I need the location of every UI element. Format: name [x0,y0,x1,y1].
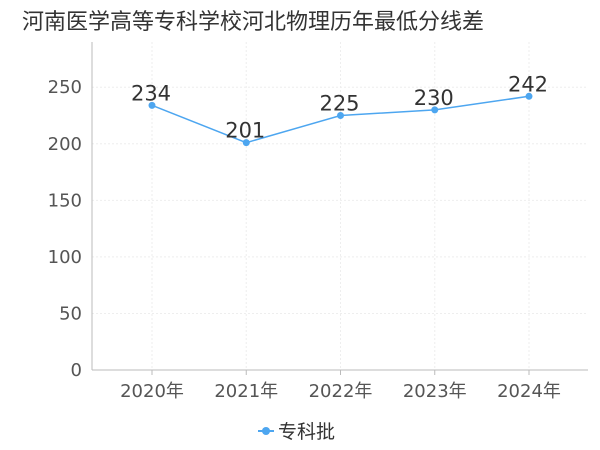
series-layer [148,92,533,147]
grid-lines [92,42,588,370]
legend-marker [262,427,270,435]
x-axis-tick-labels: 2020年 2021年 2022年 2023年 2024年 [120,381,561,402]
x-tick-label: 2021年 [214,381,278,402]
x-tick-label: 2023年 [403,381,467,402]
x-tick-label: 2022年 [309,381,373,402]
data-label: 230 [414,86,454,110]
data-label: 225 [319,92,359,116]
data-point[interactable] [337,112,344,120]
data-point[interactable] [242,139,250,147]
data-point[interactable] [148,101,156,109]
y-tick-label: 150 [48,190,82,211]
chart-title: 河南医学高等专科学校河北物理历年最低分线差 [22,10,485,35]
data-point[interactable] [431,106,439,114]
axes [91,42,588,375]
data-label: 201 [225,119,265,143]
x-tick-label: 2024年 [497,381,561,402]
data-label: 242 [508,72,548,96]
y-tick-label: 100 [48,247,82,268]
data-label: 234 [131,81,171,105]
legend[interactable]: 专科批 [258,421,335,443]
data-labels: 234 201 225 230 242 [131,72,548,142]
y-tick-label: 250 [48,77,82,98]
y-tick-label: 200 [48,134,82,155]
y-tick-label: 50 [59,303,82,324]
legend-label: 专科批 [278,421,335,443]
y-axis-tick-labels: 0 50 100 150 200 250 [48,77,82,381]
data-point[interactable] [525,92,533,100]
y-tick-label: 0 [71,360,82,381]
x-tick-label: 2020年 [120,381,184,402]
